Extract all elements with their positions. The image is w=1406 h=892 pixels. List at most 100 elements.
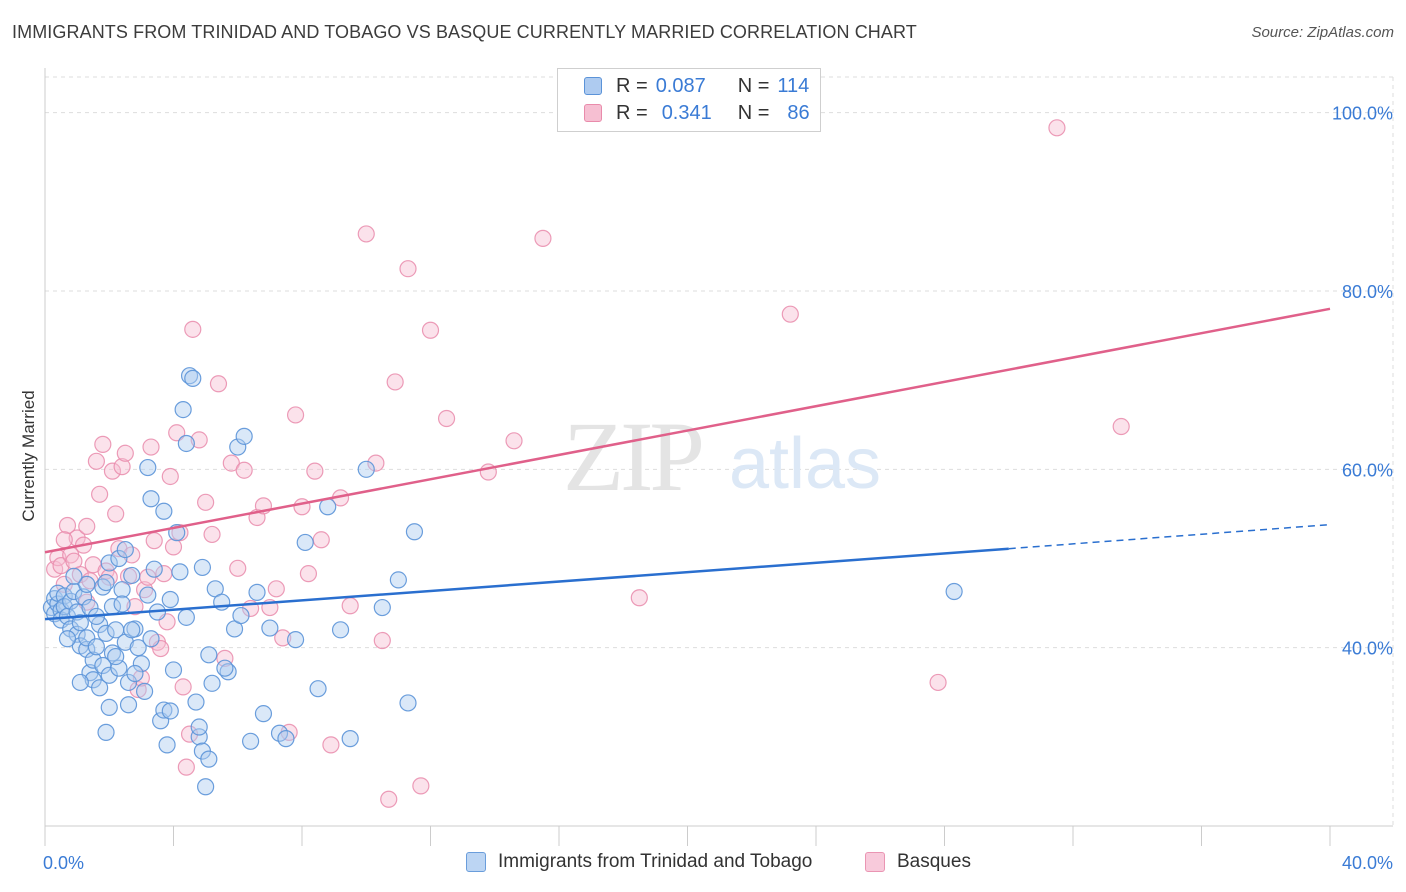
basques-point [1112,417,1130,436]
trinidad-point [65,582,83,601]
basques-point [380,790,398,808]
trinidad-point [100,698,118,717]
series-legend: Immigrants from Trinidad and Tobago Basq… [0,851,1406,879]
basques-point [197,493,215,511]
trinidad-point [91,679,109,697]
trinidad-point [142,490,160,508]
basques-point [55,531,73,549]
basques-point [322,736,340,754]
trinidad-point [177,434,195,453]
legend-swatch-basques [584,104,602,122]
trinidad-point [319,498,337,516]
basques-point [203,525,221,544]
trinidad-point [78,575,96,593]
trinidad-point [113,581,131,599]
trinidad-point [100,554,118,572]
trinidad-point [341,730,359,748]
basques-point [180,725,199,743]
trinidad-point [155,701,173,719]
x-tick-label-min: 0.0% [43,853,84,873]
legend-r-label: R = [616,74,648,97]
trinidad-point [405,523,424,541]
trinidad-point [84,651,102,669]
basques-point [412,777,430,795]
basques-point [306,462,324,480]
source-credit: Source: ZipAtlas.com [1251,24,1394,41]
legend-item-trinidad[interactable]: Immigrants from Trinidad and Tobago [466,851,812,873]
trinidad-point [945,582,963,601]
grid-lines [45,76,1394,826]
trinidad-point [129,639,147,657]
basques-point [367,454,385,472]
basques-point [71,565,89,584]
legend-label-basques: Basques [897,851,971,872]
trinidad-point [71,673,89,692]
y-tick-label: 80.0% [1342,282,1393,302]
trinidad-trend-line [44,547,1009,621]
axes [44,68,1393,846]
trinidad-point [248,583,266,601]
trinidad-point [164,661,183,679]
trinidad-point [309,680,327,698]
basques-point [174,678,192,696]
legend-n-label: N = [737,74,770,97]
legend-row-trinidad: R = 0.087 N = 114 [584,73,809,99]
basques-point [100,568,118,586]
trinidad-point [161,702,179,720]
legend-row-basques: R = 0.341 N = 86 [584,100,810,126]
chart-title: IMMIGRANTS FROM TRINIDAD AND TOBAGO VS B… [12,22,917,42]
trinidad-point [197,778,215,796]
trinidad-point [200,646,218,664]
trinidad-point [158,736,176,754]
trinidad-point [242,732,260,750]
trinidad-point [107,647,125,666]
basques-point [386,373,404,391]
basques-point [293,498,311,516]
trinidad-point [254,705,273,723]
basques-point [209,375,228,393]
trinidad-point [139,586,157,604]
basques-point [103,462,122,480]
trinidad-point [145,560,163,578]
trinidad-point [123,566,141,585]
trinidad-point [97,723,115,741]
basques-point [222,454,240,472]
trinidad-point [235,427,253,445]
trinidad-point [331,621,350,639]
legend-label-trinidad: Immigrants from Trinidad and Tobago [498,851,813,872]
trinidad-point [277,730,295,748]
trinidad-point [193,558,212,577]
y-tick-label: 100.0% [1332,104,1393,124]
legend-swatch-trinidad [584,77,602,95]
basques-point [91,485,109,503]
trinidad-point [190,728,208,746]
basques-point [190,431,208,449]
legend-r-value: 0.087 [655,74,706,97]
trinidad-point [174,400,192,419]
trinidad-point [216,659,234,677]
trinidad-point [126,664,144,683]
trinidad-point [184,369,202,387]
trinidad-point [110,549,128,568]
basques-trend-line [44,307,1331,554]
basques-point [929,673,947,692]
y-tick-label: 60.0% [1342,460,1393,480]
trinidad-point [229,438,247,456]
trinidad-point [180,367,199,385]
trinidad-point [62,592,80,610]
stats-legend: R = 0.087 N = 114 R = 0.341 N = 86 [557,68,821,132]
trinidad-point [357,460,375,478]
basques-point [126,598,144,616]
trinidad-point [389,571,407,589]
basques-point [421,321,440,339]
trinidad-point [142,630,160,648]
basques-point [630,589,648,607]
trinidad-point [65,567,83,585]
basques-point [534,229,552,247]
basques-point [373,631,391,650]
legend-item-basques[interactable]: Basques [865,851,971,873]
trend-lines [44,307,1331,621]
legend-n-value: 114 [777,74,810,97]
basques-point [781,305,799,323]
